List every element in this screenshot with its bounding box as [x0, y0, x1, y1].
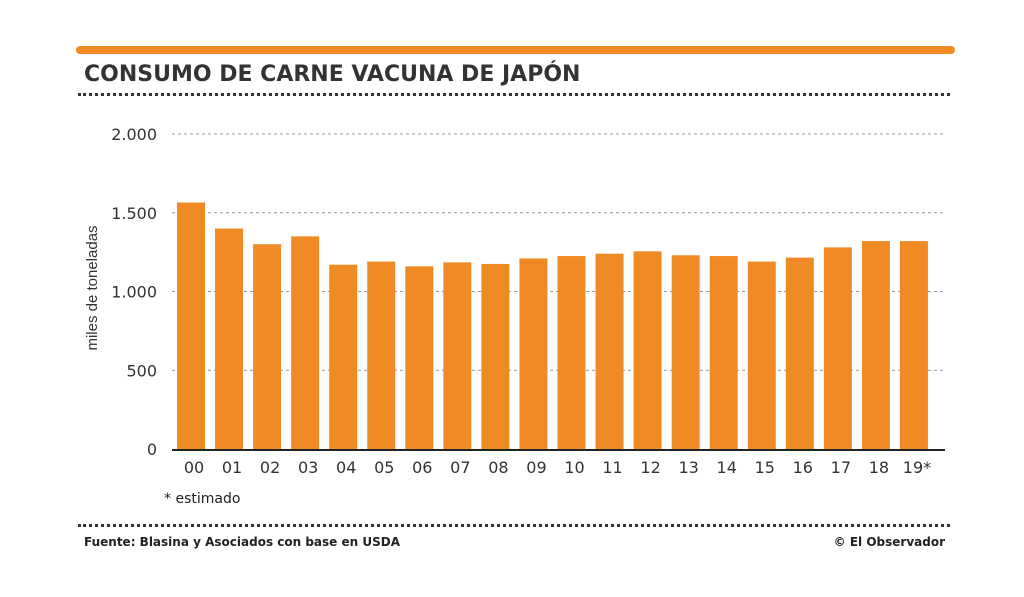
bar-10 — [557, 256, 586, 449]
bar-06 — [405, 266, 434, 449]
x-tick-label: 07 — [450, 458, 470, 477]
x-tick-label: 08 — [488, 458, 508, 477]
x-tick-label: 02 — [260, 458, 280, 477]
bar-16 — [785, 257, 814, 449]
bar-12 — [633, 251, 662, 449]
x-tick-label: 18 — [869, 458, 889, 477]
y-tick-label: 2.000 — [111, 125, 157, 144]
x-tick-label: 15 — [755, 458, 775, 477]
x-tick-labels: 00 01 02 03 04 05 06 07 08 09 10 11 12 13 14 15 16 17 18 19… — [184, 458, 931, 477]
bar-08 — [481, 263, 510, 449]
x-tick-label: 00 — [184, 458, 204, 477]
x-tick-label: 14 — [717, 458, 737, 477]
footnote-estimado: * estimado — [164, 491, 241, 507]
x-tick-label: 10 — [564, 458, 584, 477]
x-tick-label: 11 — [602, 458, 622, 477]
x-tick-label: 19* — [903, 458, 931, 477]
bar-18 — [861, 241, 890, 449]
bar-17 — [823, 247, 852, 449]
bottom-dotted-divider — [78, 524, 950, 527]
x-tick-label: 16 — [793, 458, 813, 477]
bar-02 — [253, 244, 282, 449]
bar-14 — [709, 256, 738, 449]
bar-11 — [595, 253, 624, 449]
source-text: Fuente: Blasina y Asociados con base en … — [84, 535, 400, 549]
x-tick-label: 17 — [831, 458, 851, 477]
y-tick-label: 1.000 — [111, 283, 157, 302]
bars — [177, 202, 928, 449]
x-tick-label: 05 — [374, 458, 394, 477]
x-tick-label: 01 — [222, 458, 242, 477]
bar-05 — [367, 261, 396, 449]
y-tick-label: 500 — [126, 361, 157, 380]
bar-03 — [291, 236, 320, 449]
bar-04 — [329, 264, 358, 449]
y-axis-label: miles de toneladas — [84, 225, 101, 350]
bar-09 — [519, 258, 548, 449]
bar-01 — [215, 228, 244, 449]
x-tick-label: 03 — [298, 458, 318, 477]
bar-15 — [747, 261, 776, 449]
x-tick-label: 13 — [678, 458, 698, 477]
y-tick-labels: 0 500 1.000 1.500 2.000 — [111, 125, 157, 459]
bar-07 — [443, 262, 472, 449]
chart-title: CONSUMO DE CARNE VACUNA DE JAPÓN — [84, 62, 581, 87]
x-tick-label: 12 — [640, 458, 660, 477]
credit-text: © El Observador — [833, 535, 945, 549]
bar-19 — [899, 241, 928, 449]
x-tick-label: 06 — [412, 458, 432, 477]
x-tick-label: 04 — [336, 458, 356, 477]
x-tick-label: 09 — [526, 458, 546, 477]
top-accent-bar — [76, 46, 955, 54]
y-tick-label: 0 — [147, 440, 157, 459]
y-tick-label: 1.500 — [111, 204, 157, 223]
bar-13 — [671, 255, 700, 449]
bar-00 — [177, 202, 205, 449]
top-dotted-divider — [78, 93, 950, 96]
